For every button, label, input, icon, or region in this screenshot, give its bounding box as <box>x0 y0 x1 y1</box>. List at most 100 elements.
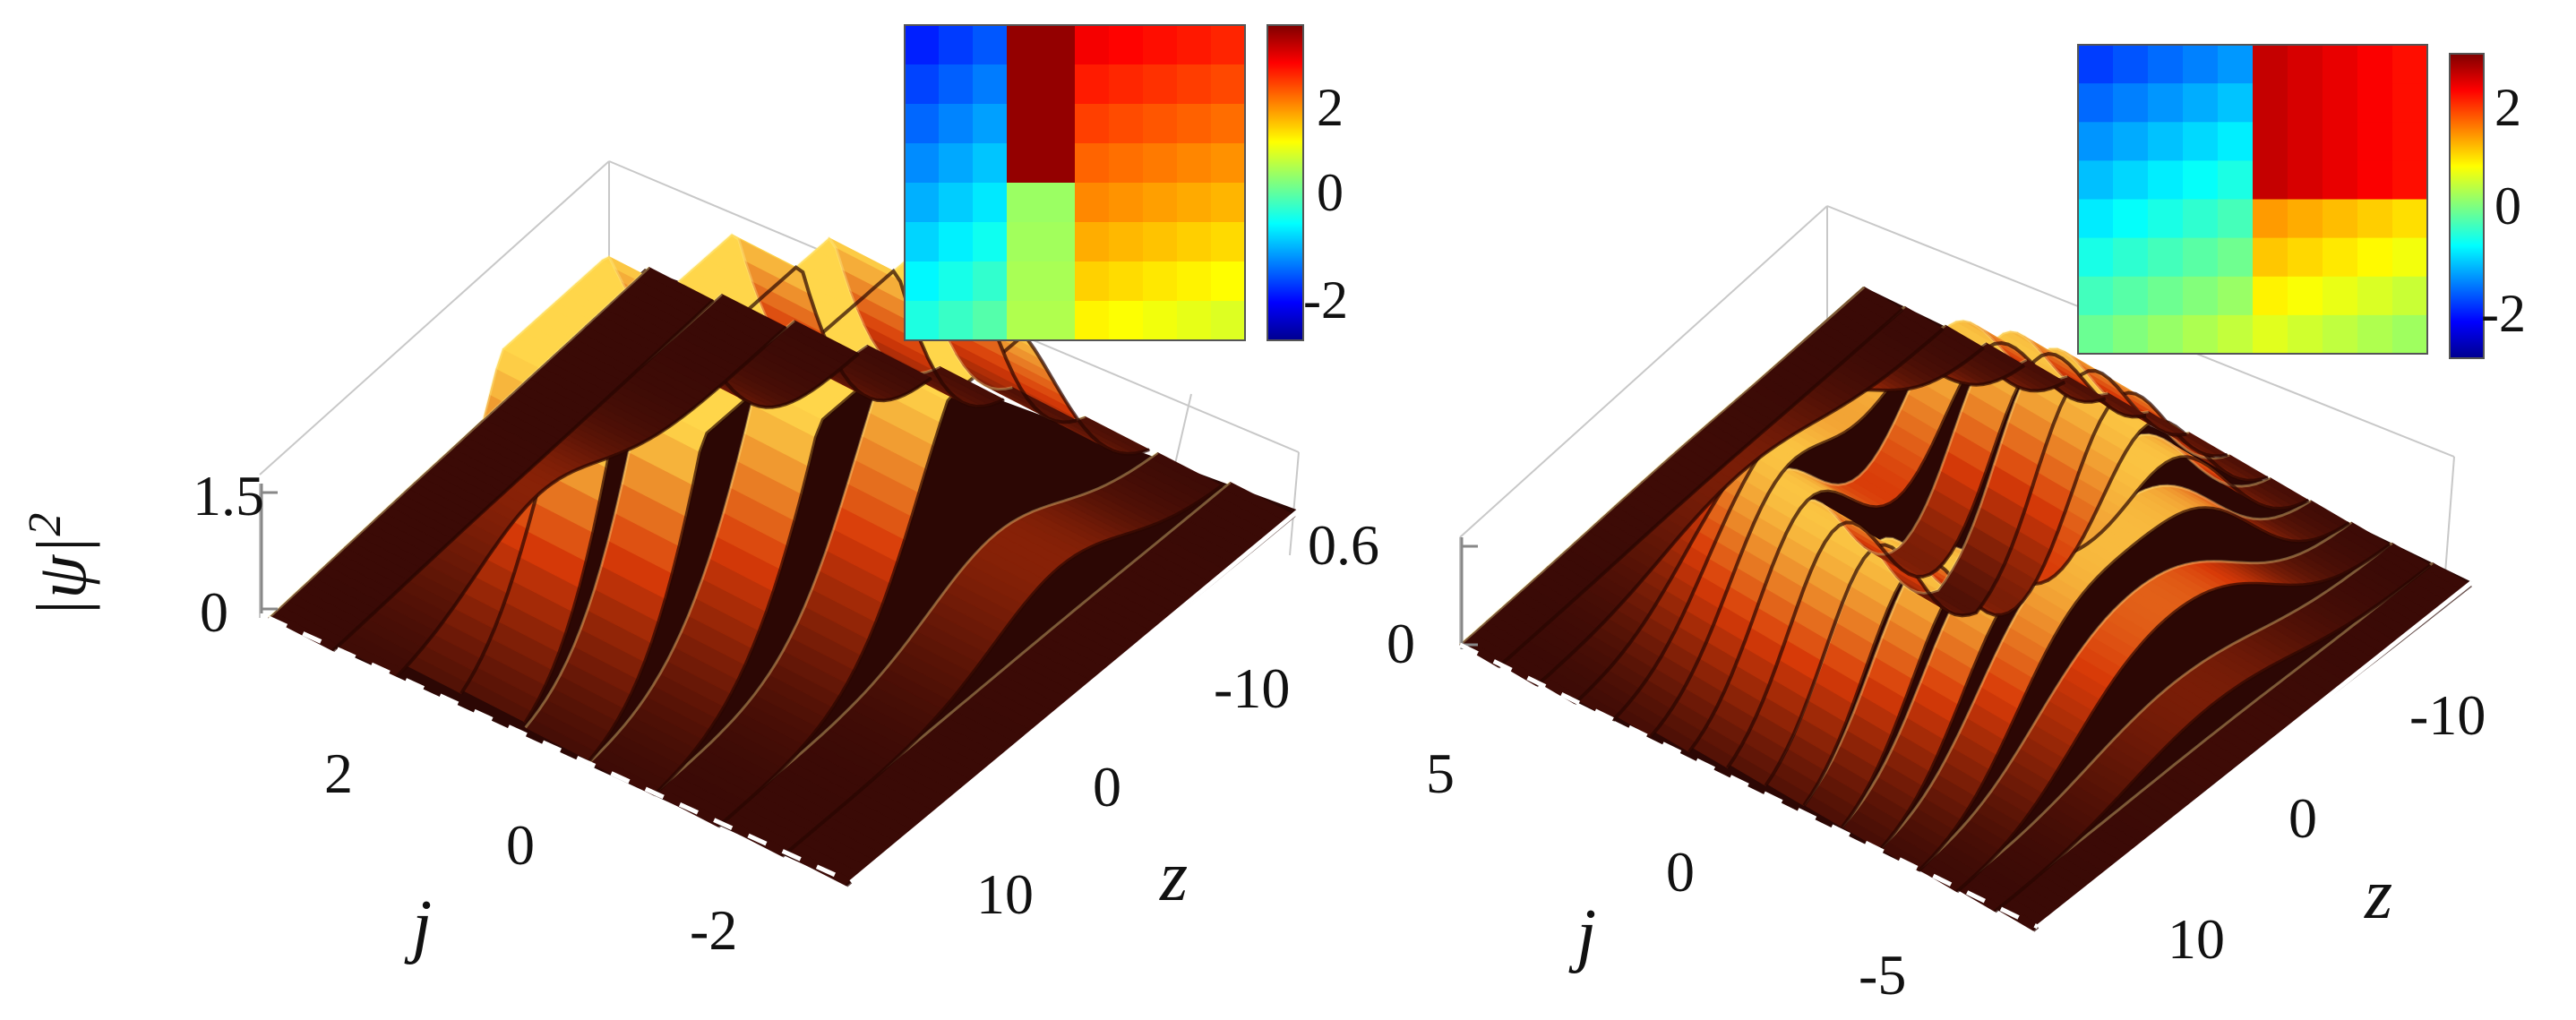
inset-cell <box>2183 83 2219 123</box>
inset-cell <box>2288 83 2323 123</box>
inset-cell <box>939 261 974 302</box>
right-zcoord-axis: -10 0 10 z <box>2036 580 2486 971</box>
inset-cell <box>2392 199 2428 239</box>
inset-cell <box>1041 261 1076 302</box>
inset-cell <box>2288 199 2323 239</box>
right-ridge-crest <box>1918 520 2353 870</box>
left-zcoord-axis: -10 0 10 z <box>849 509 1301 926</box>
inset-cell <box>1075 261 1110 302</box>
inset-cell <box>2113 314 2149 355</box>
left-ytick-label: 10 <box>976 862 1034 926</box>
inset-cell <box>973 183 1008 223</box>
inset-cell <box>905 301 940 341</box>
left-ztick-label: 0 <box>200 580 228 644</box>
left-ridge-crest <box>267 266 650 620</box>
right-ytick-label: 10 <box>2168 907 2225 971</box>
inset-cell <box>1007 143 1042 184</box>
inset-cell <box>2078 237 2114 278</box>
left-inset-heatmap <box>905 25 1246 341</box>
right-z-axis: 0.6 0 <box>1308 513 1478 675</box>
inset-cell <box>939 183 974 223</box>
inset-cell <box>973 261 1008 302</box>
left-colorbar-tick: 2 <box>1317 78 1344 137</box>
inset-cell <box>2323 199 2358 239</box>
inset-cell <box>973 25 1008 65</box>
inset-cell <box>2113 122 2149 162</box>
inset-cell <box>2323 160 2358 201</box>
inset-cell <box>1075 301 1110 341</box>
inset-cell <box>2253 122 2288 162</box>
inset-cell <box>2078 45 2114 84</box>
right-surface <box>1459 286 2472 932</box>
left-ridge-trough <box>717 336 1150 828</box>
inset-cell <box>2392 83 2428 123</box>
inset-cell <box>2392 45 2428 84</box>
right-ridge-trough <box>1917 506 2350 872</box>
left-jtick-label: 0 <box>506 813 535 877</box>
inset-cell <box>905 64 940 105</box>
left-colorbar-tick: 0 <box>1317 163 1344 222</box>
right-ridge-trough <box>1497 307 1904 669</box>
inset-cell <box>2357 276 2393 316</box>
inset-cell <box>2183 237 2219 278</box>
inset-cell <box>2357 122 2393 162</box>
inset-cell <box>1143 64 1178 105</box>
right-yaxis-label: z <box>2364 855 2392 934</box>
inset-cell <box>1177 183 1212 223</box>
inset-cell <box>1007 25 1042 65</box>
inset-cell <box>1211 143 1246 184</box>
inset-cell <box>2357 237 2393 278</box>
inset-cell <box>2357 314 2393 355</box>
inset-cell <box>2288 237 2323 278</box>
inset-cell <box>905 25 940 65</box>
inset-cell <box>1075 104 1110 144</box>
inset-cell <box>1109 64 1144 105</box>
inset-cell <box>2253 314 2288 355</box>
inset-cell <box>2148 314 2184 355</box>
inset-cell <box>2288 45 2323 84</box>
right-colorbar-tick: 2 <box>2494 78 2521 137</box>
inset-cell <box>2392 160 2428 201</box>
inset-cell <box>1177 104 1212 144</box>
inset-cell <box>1075 222 1110 262</box>
inset-cell <box>1007 104 1042 144</box>
right-ytick-label: 0 <box>2288 786 2317 850</box>
right-ridge-crest <box>1459 286 1866 647</box>
inset-cell <box>2288 314 2323 355</box>
inset-cell <box>1007 301 1042 341</box>
inset-cell <box>1211 261 1246 302</box>
inset-cell <box>2183 199 2219 239</box>
inset-cell <box>1109 222 1144 262</box>
inset-cell <box>2113 83 2149 123</box>
left-z-axis: 1.5 0 |ψ|2 <box>20 464 278 644</box>
left-colorbar <box>1267 24 1304 341</box>
inset-cell <box>973 64 1008 105</box>
inset-cell <box>939 64 974 105</box>
inset-cell <box>1041 301 1076 341</box>
inset-cell <box>2078 314 2114 355</box>
inset-cell <box>2323 122 2358 162</box>
inset-cell <box>2218 45 2254 84</box>
inset-cell <box>905 222 940 262</box>
inset-cell <box>2323 83 2358 123</box>
inset-cell <box>1007 261 1042 302</box>
right-colorbar <box>2449 53 2485 359</box>
inset-cell <box>2218 83 2254 123</box>
inset-cell <box>939 25 974 65</box>
inset-cell <box>2253 83 2288 123</box>
right-inset-heatmap <box>2078 45 2428 355</box>
inset-cell <box>1007 183 1042 223</box>
inset-cell <box>1177 301 1212 341</box>
inset-cell <box>2113 160 2149 201</box>
right-jtick-label: 0 <box>1666 840 1695 904</box>
inset-cell <box>1177 64 1212 105</box>
inset-cell <box>2323 237 2358 278</box>
inset-cell <box>2148 122 2184 162</box>
inset-cell <box>973 222 1008 262</box>
right-inset: 2 0 -2 <box>2077 44 2526 359</box>
inset-cell <box>2078 160 2114 201</box>
inset-cell <box>1109 104 1144 144</box>
left-zaxis-label: |ψ|2 <box>20 513 100 618</box>
inset-cell <box>2183 122 2219 162</box>
inset-cell <box>1109 143 1144 184</box>
